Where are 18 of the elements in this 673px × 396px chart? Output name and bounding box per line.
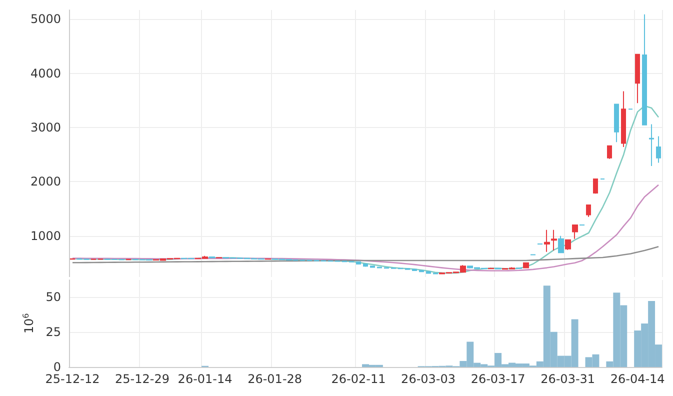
x-tick-label: 26-03-31 [540,372,596,386]
y-tick-label: 5000 [30,12,61,26]
y-tick-label: 2000 [30,174,61,189]
y-tick-label: 1000 [30,228,61,243]
y-axis-title: 106 [21,313,36,334]
y-tick-label: 4000 [30,66,61,80]
x-tick-label: 25-12-12 [45,372,100,386]
x-tick-label: 26-01-14 [178,372,232,386]
x-tick-label: 26-02-11 [331,372,386,386]
y-tick-label: 3000 [30,120,61,135]
y-tick-label: 0 [53,360,61,374]
y-tick-label: 25 [46,324,61,339]
x-tick-label: 26-04-14 [610,372,665,386]
x-tick-label: 26-03-17 [470,372,526,386]
x-tick-label: 26-01-28 [248,372,302,386]
x-tick-label: 25-12-29 [115,372,170,386]
y-tick-label: 50 [46,290,61,304]
x-tick-label: 26-03-03 [401,372,456,386]
